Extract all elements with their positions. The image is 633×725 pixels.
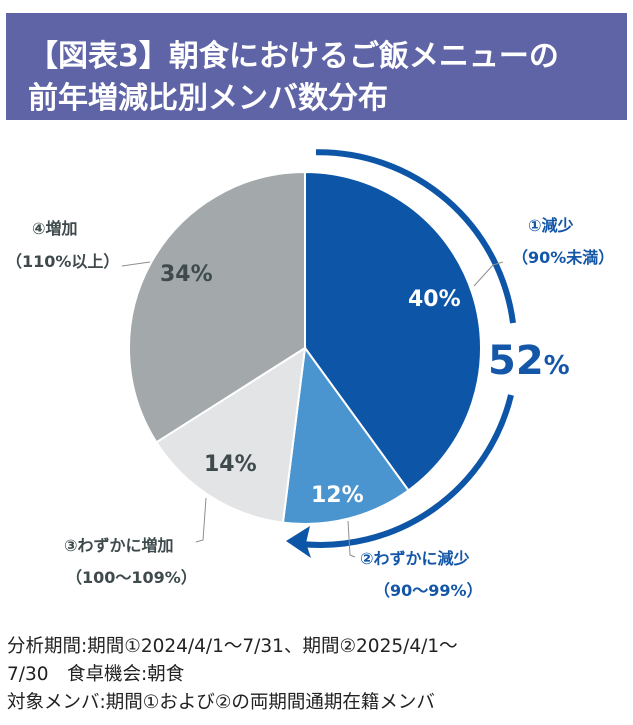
total-decrease-percent: % bbox=[543, 351, 570, 381]
value-label-s4: 34% bbox=[160, 262, 213, 287]
title-banner: 【図表3】朝食におけるご飯メニューの 前年増減比別メンバ数分布 bbox=[6, 13, 627, 120]
category-label-s3: ③わずかに増加 bbox=[64, 536, 174, 555]
footnote-target-members: 対象メンバ:期間①および②の両期間通期在籍メンバ bbox=[7, 692, 435, 713]
category-range-s3: （100〜109%） bbox=[66, 568, 197, 587]
category-label-s2: ②わずかに減少 bbox=[360, 549, 470, 568]
leader-s4 bbox=[121, 261, 151, 267]
slice-slight-increase bbox=[154, 346, 307, 524]
pie-chart bbox=[121, 149, 516, 558]
slice-slight-decrease bbox=[281, 345, 410, 525]
category-label-s1: ①減少 bbox=[528, 216, 574, 235]
value-label-s2: 12% bbox=[311, 483, 364, 508]
category-range-s4: （110%以上） bbox=[6, 252, 120, 271]
total-arc-lower bbox=[299, 394, 514, 548]
footnote-analysis-period: 分析期間:期間①2024/4/1〜7/31、期間②2025/4/1〜 bbox=[7, 636, 458, 657]
category-label-s4: ④増加 bbox=[32, 219, 78, 238]
total-decrease-label: 52% bbox=[488, 338, 570, 384]
value-label-s3: 14% bbox=[204, 452, 257, 477]
category-range-s1: （90%未満） bbox=[512, 248, 615, 267]
leader-s3 bbox=[195, 497, 207, 543]
leader-s1 bbox=[473, 261, 504, 287]
slice-decrease bbox=[304, 170, 482, 492]
chart-title-line-1: 【図表3】朝食におけるご飯メニューの bbox=[28, 39, 559, 74]
chart-title-line-2: 前年増減比別メンバ数分布 bbox=[28, 81, 388, 116]
total-arc-upper bbox=[315, 149, 516, 324]
value-label-s1: 40% bbox=[408, 287, 461, 312]
category-range-s2: （90〜99%） bbox=[374, 581, 483, 600]
slice-increase bbox=[128, 170, 306, 444]
footnote-meal-occasion: 7/30 食卓機会:朝食 bbox=[7, 664, 185, 685]
total-decrease-number: 52 bbox=[488, 338, 544, 384]
leader-s2 bbox=[347, 520, 356, 558]
arrowhead-icon bbox=[286, 526, 311, 558]
